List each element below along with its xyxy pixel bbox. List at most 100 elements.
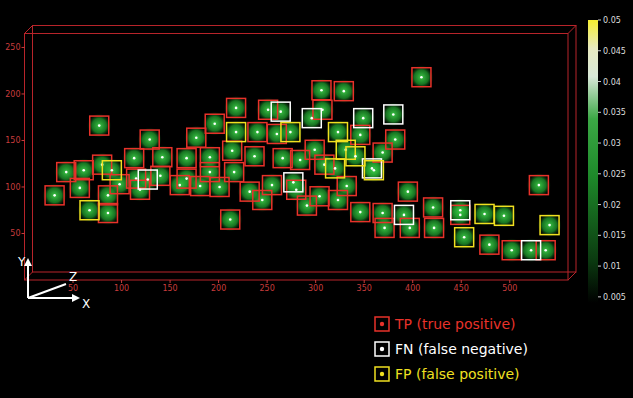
legend-label: FN (false negative) [395,341,528,357]
center-dot [394,138,397,141]
detection-box [70,178,89,197]
x-tick-label: 150 [162,284,177,293]
detection-box [138,170,157,189]
center-dot [261,199,264,202]
center-dot [267,108,270,111]
colorbar-tick-label: 0.05 [603,16,621,25]
detection-box [313,100,332,119]
center-dot [354,155,357,158]
center-dot [209,156,212,159]
detection-box [225,163,244,182]
x-tick [509,280,510,283]
axis-arrow [27,262,29,298]
frame-edge [568,26,576,34]
legend-swatch [375,342,389,356]
center-dot [118,183,121,186]
center-dot [345,185,348,188]
center-dot [279,110,282,113]
detection-box [334,82,353,101]
center-dot [235,107,238,110]
colorbar-tick [598,112,601,113]
cell-glow [238,180,262,204]
y-tick [22,233,25,234]
colorbar [588,20,598,303]
colorbar-tick-label: 0.03 [603,139,621,148]
center-dot [459,214,462,217]
cell-glow [348,200,372,224]
cell-glow [422,216,446,240]
detection-box [273,149,292,168]
center-dot [359,211,362,214]
detection-box [125,149,144,168]
center-dot [218,186,221,189]
z-axis-label: Z [69,270,77,284]
cell-glow [168,173,192,197]
colorbar-tick-label: 0.02 [603,201,621,210]
cell-glow [332,79,356,103]
legend-swatch [375,317,389,331]
x-tick [170,280,171,283]
detection-box [170,176,189,195]
cell-glow [278,120,302,144]
detection-box [151,166,170,185]
detection-box [80,201,99,220]
center-dot [295,188,298,191]
cell-glow [175,146,199,170]
detection-box [494,206,513,225]
detection-box [412,68,431,87]
detection-box [227,123,246,142]
center-dot [107,212,110,215]
center-dot [371,167,374,170]
colorbar-tick [598,143,601,144]
colorbar-tick [598,173,601,174]
detection-box [90,116,109,135]
center-dot [53,194,56,197]
detection-box [425,218,444,237]
detection-box [346,147,365,166]
center-dot [235,131,238,134]
colorbar-tick-label: 0.04 [603,78,621,87]
y-tick-label: 200 [5,90,20,99]
center-dot [407,190,410,193]
frame-edge [568,272,576,280]
detection-box [310,187,329,206]
detection-box [200,148,219,167]
center-dot [381,151,384,154]
x-tick-label: 300 [308,284,323,293]
center-dot [318,195,321,198]
detection-box [312,81,331,100]
center-dot [334,167,337,170]
cell-glow [351,106,375,130]
center-dot [161,156,164,159]
detection-box [337,177,356,196]
arrow-head [72,294,80,302]
detection-box [455,228,474,247]
x-tick-label: 500 [502,284,517,293]
center-dot [373,169,376,172]
detection-box [240,182,259,201]
detection-box [245,147,264,166]
center-dot [148,138,151,141]
y-axis-label: Y [17,255,26,269]
x-tick-label: 450 [454,284,469,293]
detection-box [480,235,499,254]
cell-glow [243,144,267,168]
cell-glow [224,96,248,120]
detection-box [177,149,196,168]
center-dot [231,149,234,152]
cell-glow [538,213,562,237]
detection-box [177,169,196,188]
detection-box [98,204,117,223]
center-dot [538,184,541,187]
center-dot [310,117,313,120]
cell-glow [519,238,543,262]
detection-box [502,241,521,260]
center-dot [463,236,466,239]
cell-glow [218,208,242,232]
center-dot [306,204,309,207]
detection-box [153,148,172,167]
center-dot [233,171,236,174]
center-dot [420,76,423,79]
axis-arrow [28,284,66,298]
y-tick [22,186,25,187]
